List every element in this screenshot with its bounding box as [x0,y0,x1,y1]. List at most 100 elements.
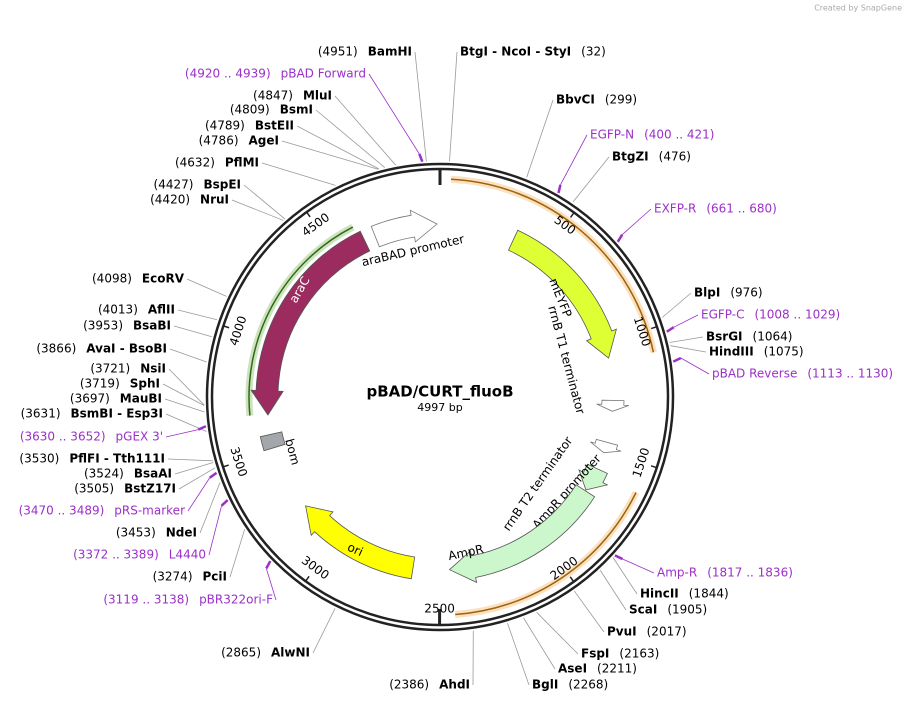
primer-position: (3630 .. 3652) [20,430,106,444]
primer-name: pBAD Reverse [712,367,797,381]
site-position: (3505) [74,482,114,496]
site-name: AseI [558,662,587,676]
site-position: (3631) [21,407,61,421]
site-name: AvaI - BsoBI [86,342,167,356]
site-leader [334,95,397,166]
site-position: (3524) [84,467,124,481]
site-position: (3721) [90,362,130,376]
site-name: AhdI [439,678,470,692]
primer-position: (661 .. 680) [706,202,776,216]
primer-name: pBR322ori-F [199,593,273,607]
feature-label: rrnB T1 terminator [545,304,587,416]
tick-label: 2500 [424,601,455,615]
feature-label: bom [282,437,302,466]
site-name: BbvCI [556,93,595,107]
site-leader [526,99,554,178]
site-position: (2865) [221,646,261,660]
primer-position: (4920 .. 4939) [185,67,271,81]
site-name: BspEI [203,178,241,192]
site-leader [162,383,205,406]
primer-name: EGFP-C [701,308,744,322]
site-position: (2386) [389,678,429,692]
site-name: PflFI - Tth111I [69,452,165,466]
site-position: (3453) [116,526,156,540]
tick-mark [223,325,230,329]
primer-name: EXFP-R [654,202,696,216]
site-leader [261,162,336,186]
site-leader [229,529,246,578]
tick-mark [569,212,575,218]
site-position: (1064) [753,330,793,344]
tick-label: 3000 [299,553,332,582]
site-position: (3697) [70,392,110,406]
feature-arrow [370,209,438,248]
site-leader [523,617,556,670]
site-name: MluI [303,89,332,103]
site-name: BlpI [694,286,720,300]
feature-arrow [507,229,617,359]
primer-name: L4440 [169,548,206,562]
primer-name: EGFP-N [590,128,634,142]
primer-name: pRS-marker [114,504,185,518]
highlight [455,492,637,616]
primer-tick [672,356,682,363]
site-leader [174,462,214,475]
site-leader [612,557,638,595]
site-name: NdeI [166,526,197,540]
site-name: NruI [200,193,229,207]
primer-tick [220,499,229,507]
site-name: AlwNI [271,646,310,660]
site-leader [670,345,707,353]
site-name: PvuI [607,625,637,639]
site-name: NsiI [140,362,166,376]
site-position: (3719) [80,377,120,391]
site-position: (4847) [253,89,293,103]
site-position: (3274) [153,570,193,584]
plasmid-name: pBAD/CURT_fluoB [366,383,513,401]
feature-arrow [250,230,371,416]
primer-leader [680,357,710,375]
site-position: (2163) [619,647,659,661]
primer-leader [187,477,211,512]
site-position: (32) [581,45,606,59]
site-position: (4427) [154,178,194,192]
site-position: (476) [659,150,691,164]
primer-position: (1113 .. 1130) [807,367,893,381]
site-leader [536,612,579,655]
site-leader [168,368,205,406]
site-name: BtgI - NcoI - StyI [460,45,571,59]
site-position: (4809) [230,103,270,117]
site-leader [414,51,427,162]
feature-arrow [448,484,596,584]
site-position: (1844) [689,587,729,601]
primer-position: (1817 .. 1836) [707,566,793,580]
tick-mark [306,211,311,218]
tick-label: 4000 [227,314,250,347]
highlight [450,178,655,353]
site-position: (4951) [318,45,358,59]
tick-label: 500 [552,213,579,238]
site-leader [315,109,385,168]
site-position: (2268) [568,678,608,692]
site-leader [296,125,380,170]
site-name: BsaBI [133,319,171,333]
site-leader [573,590,605,633]
primer-position: (3119 .. 3138) [103,593,189,607]
site-position: (1075) [764,345,804,359]
primer-position: (1008 .. 1029) [754,308,840,322]
tick-mark [650,465,657,469]
primer-leader [673,314,699,328]
site-name: BtgZI [612,150,649,164]
site-name: AflII [148,303,175,317]
site-leader [281,140,379,170]
site-position: (976) [730,286,762,300]
primer-name: pBAD Forward [281,67,366,81]
primer-leader [622,558,655,574]
highlight [248,226,354,416]
primer-position: (3470 .. 3489) [19,504,105,518]
primer-leader [560,134,588,185]
tick-label: 1500 [630,446,653,479]
site-name: PciI [203,570,228,584]
primer-leader [265,568,277,601]
